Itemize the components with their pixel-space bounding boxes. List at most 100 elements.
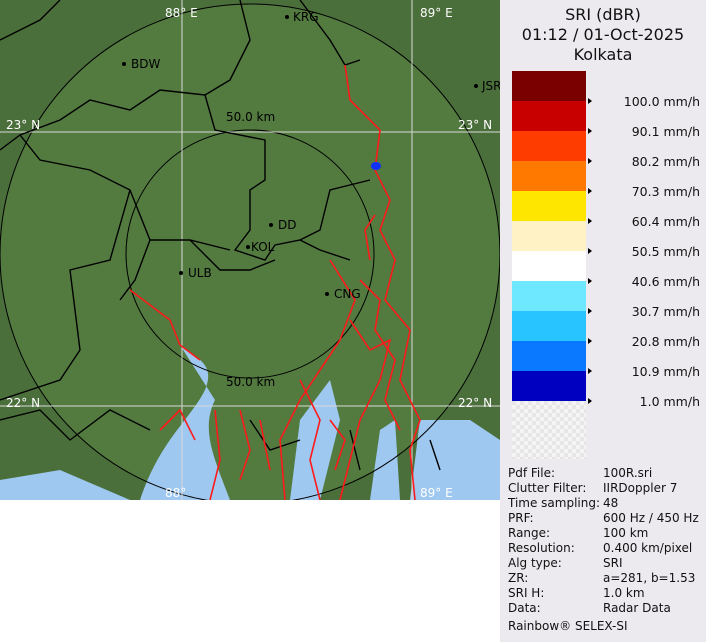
city-label: KOL bbox=[251, 240, 275, 254]
info-value: Radar Data bbox=[603, 601, 671, 615]
legend-swatch bbox=[512, 131, 586, 161]
info-row: SRI H: 1.0 km bbox=[508, 586, 645, 601]
city-label: BDW bbox=[131, 57, 160, 71]
info-value: 0.400 km/pixel bbox=[603, 541, 693, 555]
legend-swatch bbox=[512, 221, 586, 251]
legend-value: 40.6 mm/h bbox=[631, 274, 700, 289]
info-value: 600 Hz / 450 Hz bbox=[603, 511, 699, 525]
legend-value: 30.7 mm/h bbox=[631, 304, 700, 319]
tick-marker-icon bbox=[588, 278, 592, 284]
info-row: Resolution: 0.400 km/pixel bbox=[508, 541, 692, 556]
rain-echo bbox=[371, 162, 381, 170]
info-row: Clutter Filter: IIRDoppler 7 bbox=[508, 481, 677, 496]
lat-label: 22° N bbox=[6, 396, 40, 410]
legend-panel: SRI (dBR) 01:12 / 01-Oct-2025 Kolkata 10… bbox=[500, 0, 706, 642]
inner-range-ring bbox=[125, 129, 375, 379]
legend-label: 1.0 mm/h bbox=[588, 394, 706, 409]
info-key: PRF: bbox=[508, 511, 534, 525]
info-key: SRI H: bbox=[508, 586, 545, 600]
lon-label: 88° E bbox=[165, 6, 198, 20]
info-row: PRF: 600 Hz / 450 Hz bbox=[508, 511, 699, 526]
lat-label: 22° N bbox=[458, 396, 492, 410]
product-title: SRI (dBR) bbox=[565, 5, 641, 24]
city-label: DD bbox=[278, 218, 296, 232]
legend-value: 100.0 mm/h bbox=[623, 94, 700, 109]
tick-marker-icon bbox=[588, 338, 592, 344]
info-value: SRI bbox=[603, 556, 623, 570]
tick-marker-icon bbox=[588, 308, 592, 314]
city-label: KRG bbox=[293, 10, 319, 24]
info-key: Range: bbox=[508, 526, 551, 540]
legend-label: 60.4 mm/h bbox=[588, 214, 706, 229]
ring-labels: 50.0 km 50.0 km bbox=[226, 110, 275, 389]
no-data-swatch bbox=[512, 401, 586, 459]
info-row: ZR: a=281, b=1.53 bbox=[508, 571, 695, 586]
tick-marker-icon bbox=[588, 368, 592, 374]
lat-lon-grid bbox=[0, 0, 500, 500]
lat-label: 23° N bbox=[458, 118, 492, 132]
info-key: Resolution: bbox=[508, 541, 575, 555]
info-value: 48 bbox=[603, 496, 619, 510]
legend-label: 100.0 mm/h bbox=[588, 94, 706, 109]
tick-marker-icon bbox=[588, 218, 592, 224]
tick-marker-icon bbox=[588, 158, 592, 164]
legend-swatch bbox=[512, 311, 586, 341]
legend-value: 1.0 mm/h bbox=[639, 394, 700, 409]
info-value: IIRDoppler 7 bbox=[603, 481, 678, 495]
legend-label: 20.8 mm/h bbox=[588, 334, 706, 349]
datetime: 01:12 / 01-Oct-2025 bbox=[521, 25, 685, 44]
lon-label: 89° E bbox=[420, 6, 453, 20]
city-label: JSR bbox=[481, 79, 500, 93]
legend-value: 80.2 mm/h bbox=[631, 154, 700, 169]
legend-swatch bbox=[512, 251, 586, 281]
city-label: CNG bbox=[334, 287, 361, 301]
info-row: Pdf File: 100R.sri bbox=[508, 466, 652, 481]
site-name: Kolkata bbox=[573, 45, 633, 64]
radar-map: 88° E 89° E 88° 89° E 23° N 23° N 22° N … bbox=[0, 0, 502, 505]
tick-marker-icon bbox=[588, 398, 592, 404]
info-row: Range: 100 km bbox=[508, 526, 648, 541]
legend-swatch bbox=[512, 341, 586, 371]
range-area bbox=[0, 4, 500, 504]
legend-swatch bbox=[512, 161, 586, 191]
hooghly-estuary bbox=[140, 345, 230, 500]
legend-label: 30.7 mm/h bbox=[588, 304, 706, 319]
legend-label: 80.2 mm/h bbox=[588, 154, 706, 169]
info-key: Clutter Filter: bbox=[508, 481, 587, 495]
legend-swatch bbox=[512, 191, 586, 221]
info-value: a=281, b=1.53 bbox=[603, 571, 696, 585]
info-value: 1.0 km bbox=[603, 586, 645, 600]
info-value: 100R.sri bbox=[603, 466, 653, 480]
legend-swatch bbox=[512, 371, 586, 401]
lon-label: 89° E bbox=[420, 486, 453, 500]
tick-marker-icon bbox=[588, 188, 592, 194]
tick-marker-icon bbox=[588, 128, 592, 134]
legend-swatch bbox=[512, 101, 586, 131]
legend-label: 50.5 mm/h bbox=[588, 244, 706, 259]
lon-label: 88° bbox=[165, 486, 186, 500]
legend-label: 90.1 mm/h bbox=[588, 124, 706, 139]
legend-value: 50.5 mm/h bbox=[631, 244, 700, 259]
city-label: ULB bbox=[188, 266, 212, 280]
district-borders bbox=[0, 0, 441, 471]
legend-label: 40.6 mm/h bbox=[588, 274, 706, 289]
tick-marker-icon bbox=[588, 248, 592, 254]
map-svg: 88° E 89° E 88° 89° E 23° N 23° N 22° N … bbox=[0, 0, 502, 505]
legend-label: 70.3 mm/h bbox=[588, 184, 706, 199]
legend-value: 90.1 mm/h bbox=[631, 124, 700, 139]
info-value: 100 km bbox=[603, 526, 649, 540]
legend-value: 60.4 mm/h bbox=[631, 214, 700, 229]
cities: KRG BDW JSR DD KOL ULB CNG bbox=[122, 10, 502, 301]
info-key: Alg type: bbox=[508, 556, 562, 570]
tick-marker-icon bbox=[588, 98, 592, 104]
footer-brand: Rainbow® SELEX-SI bbox=[508, 619, 628, 633]
info-key: Pdf File: bbox=[508, 466, 556, 480]
info-key: Data: bbox=[508, 601, 541, 615]
ring-label: 50.0 km bbox=[226, 375, 275, 389]
info-row: Data: Radar Data bbox=[508, 601, 671, 616]
grid-labels: 88° E 89° E 88° 89° E 23° N 23° N 22° N … bbox=[6, 6, 492, 500]
info-row: Alg type: SRI bbox=[508, 556, 623, 571]
lat-label: 23° N bbox=[6, 118, 40, 132]
rivers-border bbox=[129, 64, 421, 501]
info-row: Time sampling: 48 bbox=[508, 496, 618, 511]
